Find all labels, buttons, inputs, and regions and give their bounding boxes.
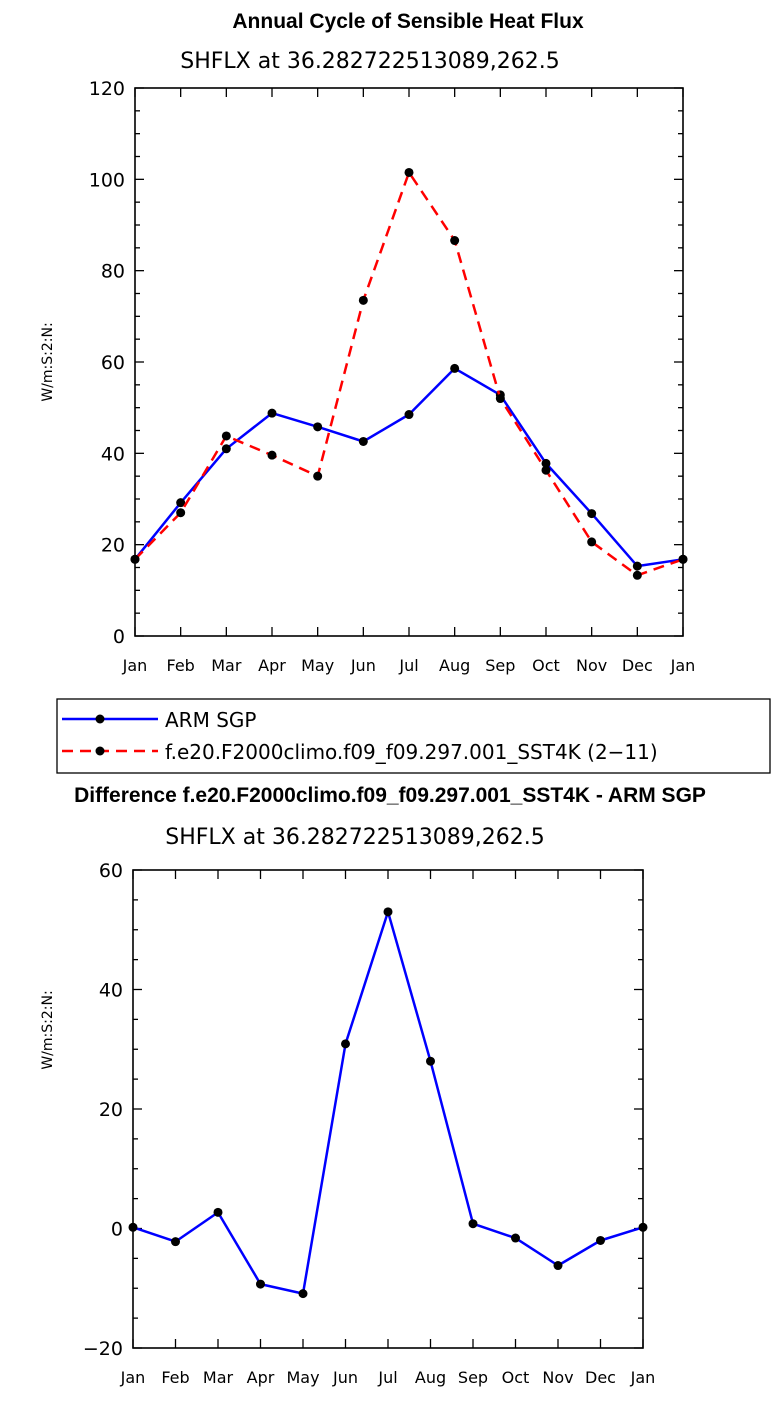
- chart1-point-s0-oct-9: [541, 458, 551, 468]
- chart1-point-s1-jul-6: [404, 167, 414, 177]
- chart1-point-s1-aug-7: [450, 236, 460, 246]
- chart1-xtick-label-11: Dec: [622, 656, 653, 675]
- chart1-xtick-label-12: Jan: [670, 656, 696, 675]
- chart2-xtick-label-3: Apr: [247, 1368, 275, 1387]
- chart2-xtick-label-2: Mar: [203, 1368, 234, 1387]
- chart2-title: Difference f.e20.F2000climo.f09_f09.297.…: [74, 784, 706, 807]
- chart1-ytick-label-100: 100: [89, 169, 125, 191]
- chart1-ytick-label-40: 40: [101, 443, 125, 465]
- chart1-point-s1-jan-12: [678, 554, 688, 564]
- chart1-xtick-label-3: Apr: [258, 656, 286, 675]
- chart1-ylabel: W/m:S:2:N:: [40, 322, 56, 401]
- legend-marker-arm-sgp: [95, 714, 105, 724]
- chart1-point-s1-sep-8: [495, 394, 505, 404]
- chart2-point-s0-jan-12: [638, 1222, 648, 1232]
- legend-box: [56, 698, 771, 774]
- chart1-xtick-label-6: Jul: [398, 656, 418, 675]
- chart2-ytick-label-0: 0: [111, 1219, 123, 1241]
- chart2-xtick-label-11: Dec: [585, 1368, 616, 1387]
- chart2-xtick-label-12: Jan: [630, 1368, 656, 1387]
- chart1-point-s1-apr-3: [267, 450, 277, 460]
- chart2-ytick-label-20: −20: [83, 1338, 123, 1360]
- chart1-xtick-label-2: Mar: [211, 656, 242, 675]
- chart2-subtitle: SHFLX at 36.282722513089,262.5: [165, 825, 545, 850]
- chart2-xtick-label-10: Nov: [542, 1368, 573, 1387]
- chart1-point-s0-dec-11: [632, 561, 642, 571]
- chart1-point-s1-may-4: [313, 471, 323, 481]
- legend-label-arm-sgp: ARM SGP: [165, 708, 256, 732]
- chart2-point-s0-nov-10: [553, 1261, 563, 1271]
- chart1-ytick-label-60: 60: [101, 352, 125, 374]
- chart1-point-s0-aug-7: [450, 363, 460, 373]
- chart1-point-s0-feb-1: [176, 498, 186, 508]
- chart2-point-s0-jan-0: [128, 1222, 138, 1232]
- chart1-point-s0-nov-10: [587, 509, 597, 519]
- chart2-xtick-label-0: Jan: [120, 1368, 146, 1387]
- chart1-point-s1-dec-11: [632, 570, 642, 580]
- chart1-point-s1-jun-5: [358, 295, 368, 305]
- chart2-xtick-label-1: Feb: [161, 1368, 189, 1387]
- chart1-point-s0-may-4: [313, 422, 323, 432]
- chart2-point-s0-dec-11: [596, 1235, 605, 1245]
- chart2-point-s0-oct-9: [511, 1233, 520, 1243]
- legend-label-sst4k: f.e20.F2000climo.f09_f09.297.001_SST4K (…: [165, 740, 658, 764]
- chart2-xtick-label-8: Sep: [458, 1368, 488, 1387]
- chart1-xtick-label-5: Jun: [350, 656, 376, 675]
- chart1-point-s1-jan-0: [130, 554, 140, 564]
- chart2-point-s0-mar-2: [213, 1207, 223, 1217]
- chart1-subtitle: SHFLX at 36.282722513089,262.5: [180, 49, 560, 74]
- chart1-series-line-arm-sgp: [134, 367, 684, 568]
- chart1-ytick-label-0: 0: [113, 626, 125, 648]
- chart1-point-s1-nov-10: [587, 537, 597, 547]
- chart2-point-s0-aug-7: [426, 1056, 435, 1066]
- chart2-ytick-label-20: 20: [99, 1099, 123, 1121]
- chart2-xtick-label-4: May: [286, 1368, 319, 1387]
- chart2-series-line-difference: [132, 910, 644, 1295]
- chart1-xtick-label-1: Feb: [167, 656, 195, 675]
- chart2-point-s0-may-4: [298, 1289, 308, 1299]
- legend-marker-sst4k: [95, 746, 105, 756]
- chart1-point-s1-feb-1: [176, 508, 186, 518]
- chart1-point-s1-oct-9: [541, 465, 551, 475]
- chart2-ytick-label-60: 60: [99, 860, 123, 882]
- chart1-point-s0-mar-2: [221, 444, 231, 454]
- chart2-xtick-label-5: Jun: [332, 1368, 358, 1387]
- chart1-xtick-label-7: Aug: [439, 656, 470, 675]
- chart2-ylabel: W/m:S:2:N:: [40, 990, 56, 1069]
- chart2-plot-area: Jan Feb Mar Apr May Jun Jul Aug Sep Oct Nov Dec Jan −…: [83, 860, 655, 1387]
- chart1-xtick-label-0: Jan: [122, 656, 148, 675]
- chart1-xtick-label-10: Nov: [576, 656, 607, 675]
- chart1-ytick-label-20: 20: [101, 535, 125, 557]
- chart2-point-s0-jul-6: [383, 907, 393, 917]
- chart2-xtick-label-7: Aug: [415, 1368, 446, 1387]
- chart2-point-s0-jun-5: [341, 1039, 350, 1049]
- chart1-plot-area: Jan Feb Mar Apr May Jun Jul Aug Sep Oct Nov Dec Jan 0…: [89, 78, 696, 675]
- chart2-point-s0-apr-3: [256, 1279, 265, 1289]
- chart1-legend: ARM SGP f.e20.F2000climo.f09_f09.297.001…: [56, 698, 771, 774]
- chart2-frame: [132, 869, 644, 1349]
- chart2-point-s0-feb-1: [171, 1237, 180, 1247]
- chart1-point-s1-mar-2: [221, 431, 231, 441]
- chart1-series-line-f-e20-f2000climo-f09: [134, 171, 684, 577]
- chart1-point-s0-apr-3: [267, 408, 277, 418]
- chart1-xtick-label-4: May: [301, 656, 334, 675]
- chart1-point-s0-jun-5: [358, 436, 368, 446]
- chart1-ytick-label-120: 120: [89, 78, 125, 100]
- chart1-point-s0-jul-6: [404, 410, 414, 420]
- chart2-point-s0-sep-8: [468, 1219, 478, 1229]
- chart2-xtick-label-9: Oct: [502, 1368, 530, 1387]
- chart2-xtick-label-6: Jul: [377, 1368, 397, 1387]
- chart1-xtick-label-9: Oct: [532, 656, 560, 675]
- chart1-xtick-label-8: Sep: [485, 656, 515, 675]
- chart1-ytick-label-80: 80: [101, 261, 125, 283]
- chart1-title: Annual Cycle of Sensible Heat Flux: [232, 10, 584, 33]
- chart2-ytick-label-40: 40: [99, 980, 123, 1002]
